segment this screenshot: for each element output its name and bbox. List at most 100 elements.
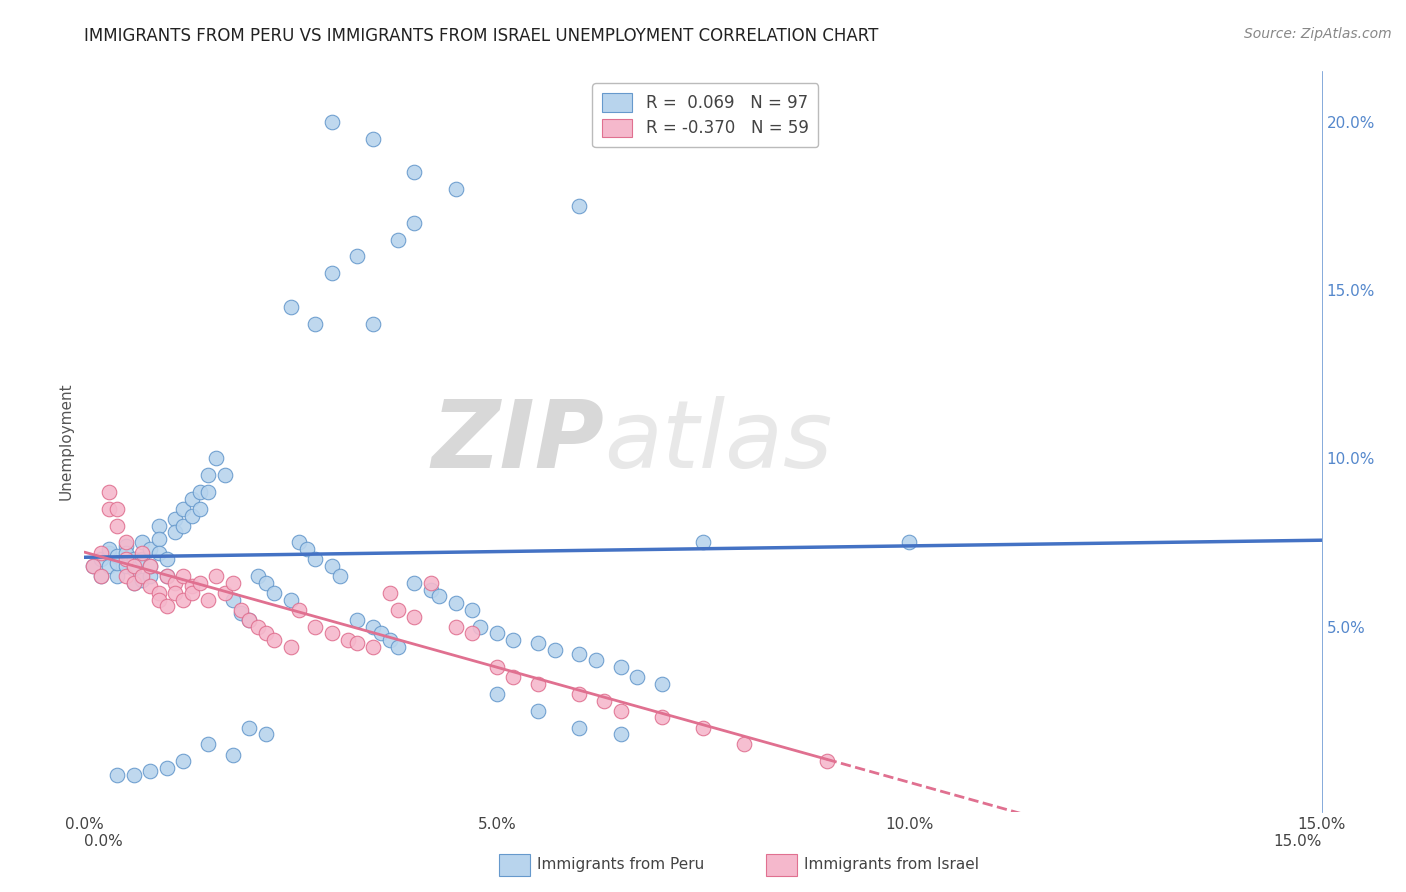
Point [165,512,187,526]
Point [122,767,145,781]
Point [444,619,467,633]
Point [470,619,492,633]
Point [139,764,162,779]
Point [427,590,450,604]
Point [131,552,153,566]
Point [156,569,179,583]
Point [361,317,384,331]
Point [527,677,550,691]
Point [222,575,245,590]
Point [148,532,170,546]
Point [321,266,343,280]
Point [180,579,202,593]
Point [280,640,302,654]
Text: Immigrants from Peru: Immigrants from Peru [537,857,704,871]
Point [114,545,136,560]
Point [139,579,162,593]
Point [502,633,524,648]
Point [329,569,352,583]
Point [485,660,508,674]
Point [122,575,145,590]
Point [172,592,194,607]
Point [568,199,591,213]
Point [337,633,360,648]
Point [214,468,236,483]
Point [246,569,269,583]
Point [180,586,202,600]
Point [205,451,228,466]
Point [238,613,260,627]
Point [165,525,187,540]
Point [180,491,202,506]
Point [214,586,236,600]
Point [105,501,128,516]
Point [609,727,631,741]
Point [172,754,194,768]
Point [82,559,104,574]
Point [122,552,145,566]
Text: Source: ZipAtlas.com: Source: ZipAtlas.com [1244,27,1392,41]
Point [246,619,269,633]
Point [105,518,128,533]
Point [82,559,104,574]
Point [139,559,162,574]
Point [98,501,121,516]
Point [139,542,162,557]
Point [90,569,112,583]
Point [651,710,673,724]
Point [165,575,187,590]
Point [304,552,326,566]
Text: ZIP: ZIP [432,395,605,488]
Point [188,501,211,516]
Point [254,575,277,590]
Point [346,636,368,650]
Point [148,518,170,533]
Point [404,609,426,624]
Point [692,721,714,735]
Point [593,694,616,708]
Point [165,586,187,600]
Point [280,592,302,607]
Point [148,592,170,607]
Point [105,556,128,570]
Point [156,599,179,614]
Point [263,586,285,600]
Point [609,660,631,674]
Point [114,559,136,574]
Point [131,535,153,549]
Point [90,569,112,583]
Point [461,603,484,617]
Point [815,754,838,768]
Point [180,508,202,523]
Point [131,545,153,560]
Point [419,575,441,590]
Point [114,539,136,553]
Point [502,670,524,684]
Point [188,485,211,500]
Point [98,485,121,500]
Point [197,468,219,483]
Point [114,552,136,566]
Point [733,738,755,752]
Point [568,687,591,701]
Point [197,738,219,752]
Point [229,603,252,617]
Point [626,670,648,684]
Point [387,233,409,247]
Point [485,687,508,701]
Point [229,606,252,620]
Text: 15.0%: 15.0% [1274,834,1322,849]
Point [485,626,508,640]
Point [156,761,179,775]
Point [651,677,673,691]
Point [387,640,409,654]
Point [114,569,136,583]
Point [188,575,211,590]
Point [148,545,170,560]
Point [361,131,384,145]
Point [263,633,285,648]
Point [222,592,245,607]
Point [568,647,591,661]
Point [139,569,162,583]
Point [148,586,170,600]
